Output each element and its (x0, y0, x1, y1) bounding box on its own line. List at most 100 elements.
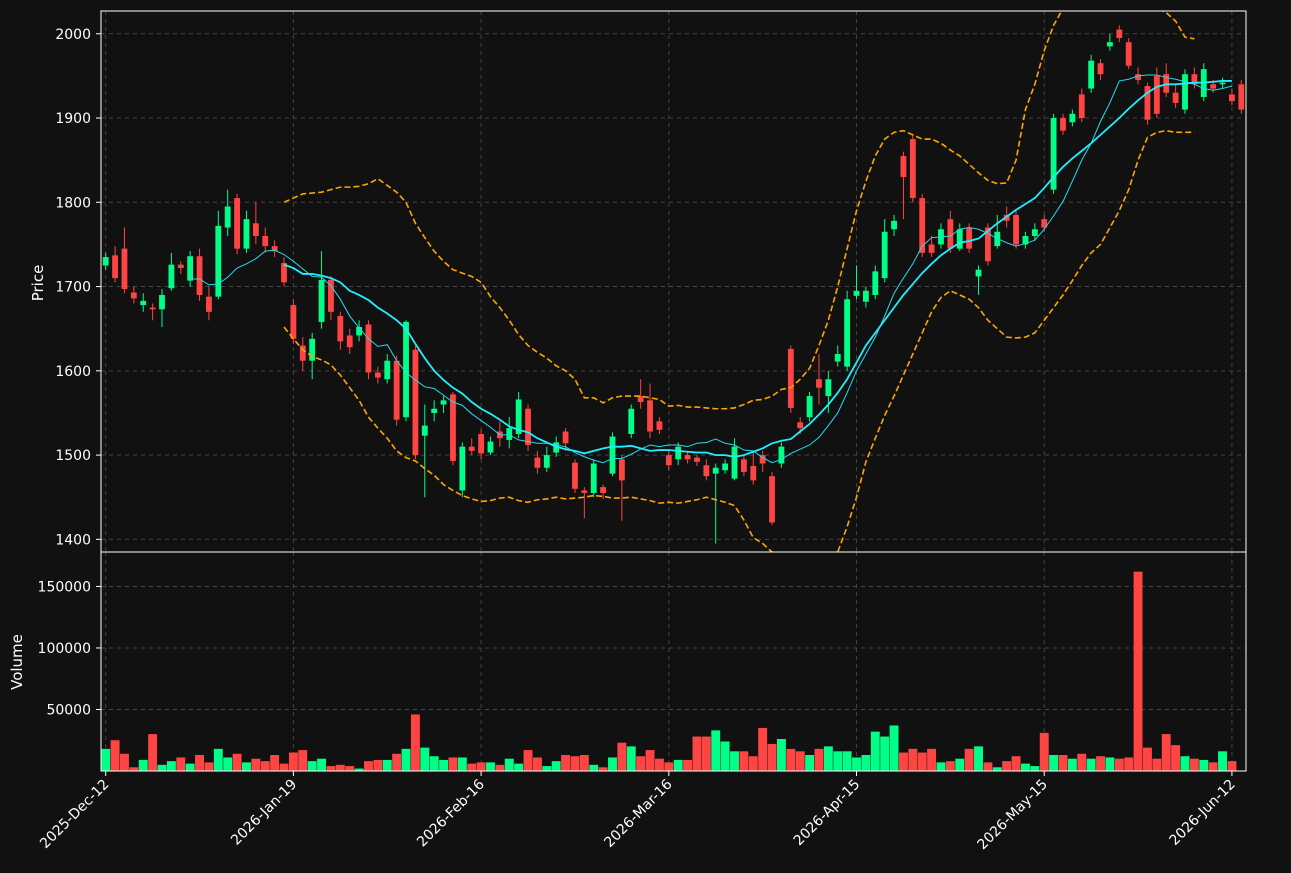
lower-band-line (283, 129, 1195, 552)
candle-body-down (600, 487, 607, 494)
candle-body-down (1153, 75, 1160, 114)
volume-bar-up (542, 766, 552, 771)
candle-body-down (177, 264, 184, 269)
candle-body-down (909, 139, 916, 199)
candle-body-down (393, 360, 400, 420)
volume-bar-down (664, 762, 674, 771)
volume-bar-down (1096, 756, 1105, 771)
candle-body-down (374, 372, 381, 378)
volume-bar-up (776, 739, 786, 771)
volume-bar-down (683, 759, 693, 771)
volume-bar-down (1114, 758, 1124, 771)
candle-body-up (862, 290, 869, 302)
volume-bar-down (204, 762, 214, 771)
candle-body-down (919, 198, 926, 253)
volume-bar-up (429, 756, 439, 771)
volume-bar-up (805, 755, 815, 771)
volume-bar-up (354, 768, 364, 771)
candle-body-up (872, 271, 879, 295)
volume-bar-up (842, 751, 852, 771)
volume-bar-down (298, 750, 308, 771)
candle-body-up (440, 400, 447, 405)
volume-bar-up (1180, 756, 1190, 771)
price-tick-label: 1400 (55, 532, 91, 548)
candle-body-down (900, 155, 907, 178)
candle-body-up (1107, 42, 1113, 47)
volume-bar-down (176, 757, 186, 771)
volume-bar-down (110, 740, 120, 771)
fast-moving-average-line (190, 74, 1233, 464)
volume-bar-down (758, 727, 768, 771)
candle-body-up (215, 225, 222, 297)
price-tick-label: 1900 (55, 111, 91, 127)
volume-bar-up (223, 757, 233, 771)
candle-body-up (956, 229, 963, 249)
volume-bar-down (335, 764, 345, 771)
candle-body-down (1013, 214, 1019, 245)
candle-body-down (1135, 74, 1141, 81)
volume-bar-down (467, 763, 477, 771)
volume-bar-down (1039, 732, 1049, 771)
candle-body-up (159, 294, 165, 310)
price-tick-label: 1600 (55, 364, 91, 380)
candle-body-down (787, 348, 794, 408)
candle-body-up (224, 206, 231, 228)
volume-bar-up (955, 758, 965, 771)
volume-bar-down (1133, 571, 1143, 771)
volume-bar-up (626, 746, 636, 771)
candle-body-up (1219, 82, 1226, 85)
volume-bar-down (1171, 745, 1181, 771)
volume-y-ticks: 50000 100000 150000 (38, 579, 101, 718)
candle-body-down (769, 476, 775, 523)
volume-bar-up (317, 758, 327, 771)
candle-body-down (1210, 84, 1217, 89)
candle-body-up (309, 338, 316, 361)
volume-bar-down (908, 748, 918, 771)
candle-body-up (1088, 60, 1095, 89)
candle-body-up (1022, 235, 1029, 245)
price-tick-label: 1800 (55, 195, 91, 211)
volume-bar-down (1124, 757, 1134, 771)
upper-band-line (283, 11, 1195, 410)
volume-bar-down (326, 766, 336, 771)
volume-bar-down (148, 734, 158, 771)
volume-bar-down (570, 756, 580, 771)
candle-body-up (102, 257, 109, 266)
candle-body-up (431, 408, 438, 413)
volume-bar-down (617, 742, 627, 771)
candle-body-down (665, 455, 672, 466)
candle-body-up (515, 399, 522, 435)
candle-body-down (1144, 85, 1151, 120)
candle-body-up (543, 455, 550, 468)
volume-bar-down (120, 753, 129, 771)
volume-bar-up (242, 762, 251, 771)
candle-body-down (562, 431, 569, 444)
candle-body-down (121, 248, 128, 290)
candle-body-down (337, 316, 344, 342)
volume-bar-down (523, 750, 533, 771)
candle-body-up (853, 290, 860, 296)
volume-bar-up (514, 763, 524, 771)
volume-bar-down (898, 752, 908, 771)
volume-bar-up (870, 731, 880, 771)
price-tick-label: 1500 (55, 448, 91, 464)
volume-bar-down (598, 767, 608, 771)
volume-bar-down (917, 752, 927, 771)
volume-bar-up (711, 730, 721, 771)
volume-bar-up (673, 759, 683, 771)
volume-bar-up (1105, 757, 1115, 771)
candle-body-down (412, 349, 419, 456)
volume-bar-down (1227, 761, 1237, 771)
volume-bar-up (382, 759, 392, 771)
volume-tick-label: 150000 (38, 579, 91, 595)
volume-bar-down (1077, 753, 1087, 771)
volume-bar-up (589, 764, 599, 771)
volume-bar-up (439, 759, 449, 771)
candle-body-up (403, 321, 409, 418)
candle-body-down (1229, 94, 1235, 102)
volume-panel-frame (100, 551, 1247, 772)
volume-bar-down (1058, 755, 1068, 771)
volume-bar-down (654, 758, 664, 771)
